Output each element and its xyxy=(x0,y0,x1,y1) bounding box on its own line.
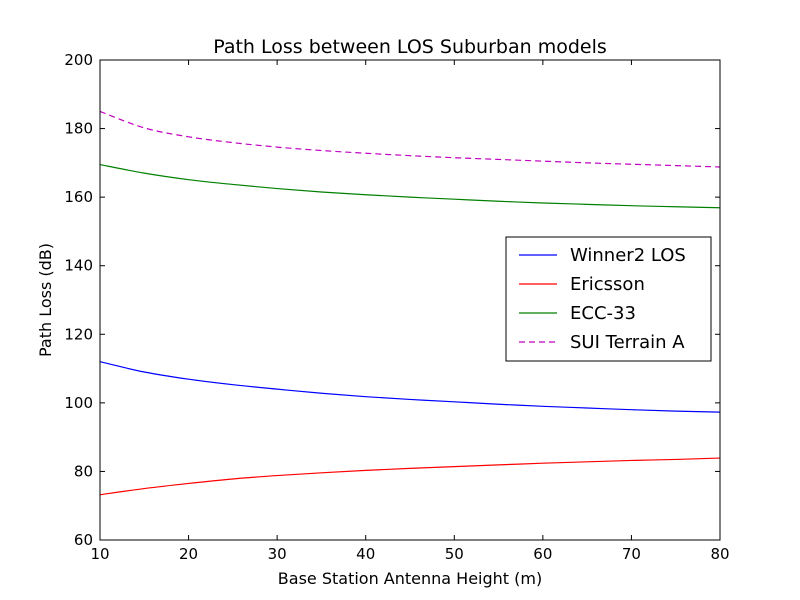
x-axis-title: Base Station Antenna Height (m) xyxy=(278,569,542,588)
y-tick-label: 180 xyxy=(64,120,93,138)
y-axis-title: Path Loss (dB) xyxy=(36,243,55,357)
x-tick-label: 50 xyxy=(445,545,464,563)
legend-label: SUI Terrain A xyxy=(570,332,685,353)
series-line-winner2-los xyxy=(99,361,721,413)
series-layer xyxy=(99,110,721,496)
x-tick-label: 80 xyxy=(710,545,729,563)
series-line-sui-terrain-a xyxy=(99,110,721,168)
x-tick-label: 10 xyxy=(90,545,109,563)
ticks-layer: 10 20 30 40 50 60 70 80 60 80 100 120 140 160 180 200 xyxy=(64,51,729,563)
legend: Winner2 LOS Ericsson ECC-33 SUI Terrain A xyxy=(505,236,712,362)
y-tick-label: 140 xyxy=(64,257,93,275)
legend-label: Ericsson xyxy=(570,274,645,295)
series-line-ericsson xyxy=(99,457,721,496)
legend-box xyxy=(505,236,712,362)
x-tick-label: 40 xyxy=(356,545,375,563)
chart-title: Path Loss between LOS Suburban models xyxy=(213,36,607,58)
y-tick-label: 200 xyxy=(64,51,93,69)
y-tick-label: 100 xyxy=(64,394,93,412)
x-tick-label: 20 xyxy=(179,545,198,563)
legend-label: Winner2 LOS xyxy=(570,245,686,266)
y-tick-label: 120 xyxy=(64,325,93,343)
legend-label: ECC-33 xyxy=(570,303,636,324)
y-tick-label: 160 xyxy=(64,188,93,206)
x-tick-label: 30 xyxy=(268,545,287,563)
y-tick-label: 60 xyxy=(74,531,93,549)
plot-frame xyxy=(99,59,721,541)
series-line-ecc-33 xyxy=(99,163,721,209)
y-tick-label: 80 xyxy=(74,462,93,480)
x-tick-label: 60 xyxy=(533,545,552,563)
x-tick-label: 70 xyxy=(622,545,641,563)
